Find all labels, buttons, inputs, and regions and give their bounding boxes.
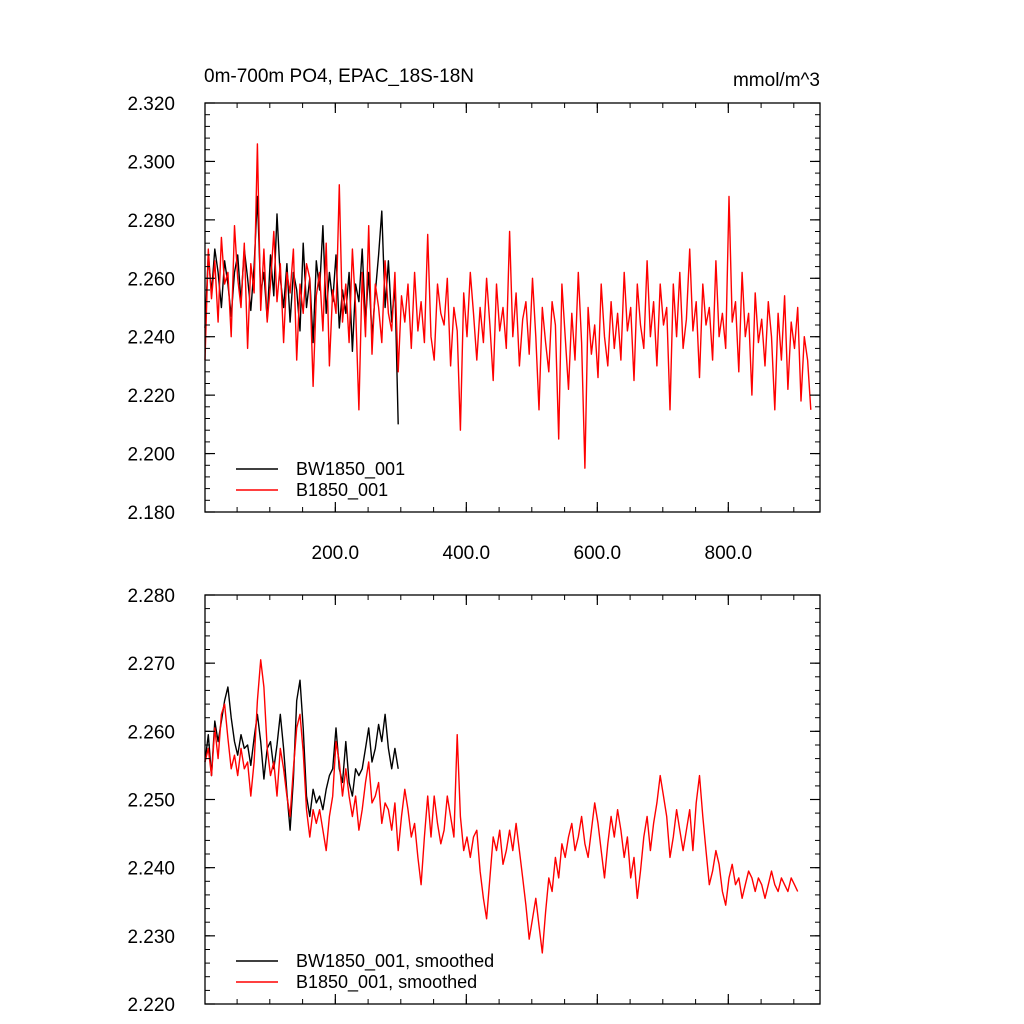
top-y-tick-label: 2.240 bbox=[127, 328, 175, 349]
top-axis-layer: 2.180 2.200 2.220 2.240 2.260 2.280 2.300 2.320… bbox=[127, 94, 820, 564]
top-plot-frame bbox=[204, 102, 821, 513]
top-y-tick-label: 2.280 bbox=[127, 211, 175, 232]
bottom-plot-frame bbox=[204, 594, 821, 1005]
top-legend-label-bw1850: BW1850_001 bbox=[296, 459, 405, 480]
top-series-layer bbox=[204, 143, 812, 469]
bottom-y-tick-label: 2.270 bbox=[127, 654, 175, 675]
bottom-legend-label-bw1850: BW1850_001, smoothed bbox=[296, 951, 494, 972]
bottom-y-tick-label: 2.250 bbox=[127, 791, 175, 812]
bottom-y-tick-label: 2.280 bbox=[127, 586, 175, 607]
bottom-panel: 2.220 2.230 2.240 2.250 2.260 2.270 2.280 BW18… bbox=[127, 586, 821, 1016]
top-chart-title: 0m-700m PO4, EPAC_18S-18N bbox=[204, 66, 474, 87]
bottom-y-tick-label: 2.260 bbox=[127, 722, 175, 743]
top-x-tick-label: 200.0 bbox=[312, 543, 360, 564]
bottom-y-tick-label: 2.220 bbox=[127, 995, 175, 1016]
top-y-tick-label: 2.200 bbox=[127, 445, 175, 466]
bottom-legend-label-b1850: B1850_001, smoothed bbox=[296, 972, 477, 993]
top-legend: BW1850_001 B1850_001 bbox=[236, 459, 405, 501]
bottom-y-tick-label: 2.240 bbox=[127, 859, 175, 880]
top-y-tick-label: 2.260 bbox=[127, 269, 175, 290]
top-panel: 0m-700m PO4, EPAC_18S-18N mmol/m^3 2.180… bbox=[127, 66, 821, 564]
bottom-series-b1850-001-smoothed bbox=[204, 659, 799, 954]
top-x-tick-label: 800.0 bbox=[705, 543, 753, 564]
bottom-legend: BW1850_001, smoothed B1850_001, smoothed bbox=[236, 951, 494, 993]
top-legend-label-b1850: B1850_001 bbox=[296, 480, 388, 501]
top-chart-units: mmol/m^3 bbox=[733, 70, 820, 91]
top-y-tick-label: 2.320 bbox=[127, 94, 175, 115]
bottom-series-bw1850-001-smoothed bbox=[204, 679, 399, 831]
top-x-tick-label: 400.0 bbox=[443, 543, 491, 564]
bottom-series-layer bbox=[204, 659, 799, 954]
top-series-b1850-001 bbox=[204, 143, 812, 469]
top-y-tick-label: 2.300 bbox=[127, 152, 175, 173]
top-y-tick-label: 2.180 bbox=[127, 503, 175, 524]
bottom-y-tick-label: 2.230 bbox=[127, 927, 175, 948]
top-x-tick-label: 600.0 bbox=[574, 543, 622, 564]
top-y-tick-label: 2.220 bbox=[127, 386, 175, 407]
